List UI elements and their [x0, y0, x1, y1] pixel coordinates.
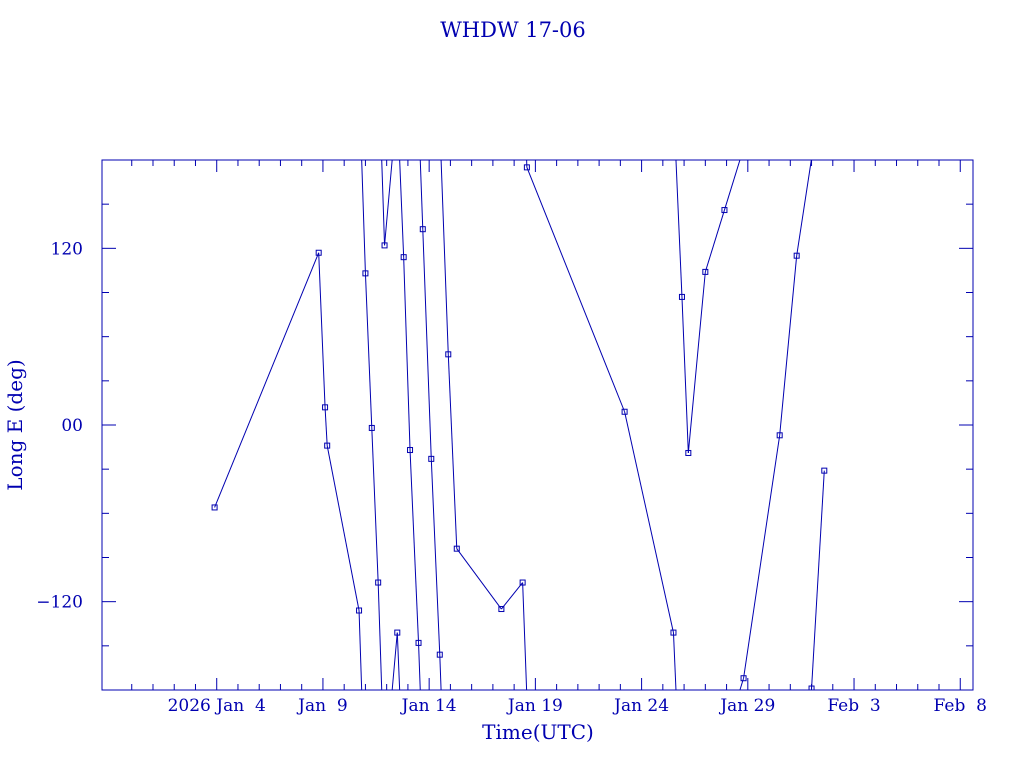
track-segment — [681, 296, 689, 453]
data-point — [419, 226, 426, 233]
data-point — [523, 164, 530, 171]
axis-ticks — [102, 160, 973, 690]
plot-frame — [101, 159, 974, 691]
track-segment — [779, 255, 798, 436]
data-point — [498, 606, 505, 613]
track-segment — [318, 252, 326, 408]
y-tick-label: −120 — [36, 593, 83, 613]
data-point — [315, 249, 322, 256]
track-segment — [364, 273, 373, 428]
track-segment — [447, 354, 458, 549]
track-segment — [526, 167, 626, 412]
track-segment — [739, 678, 745, 690]
data-point — [381, 242, 388, 249]
track-segment — [687, 271, 706, 454]
track-segment — [672, 632, 677, 690]
x-tick-label: Jan 9 — [296, 696, 348, 716]
x-tick-label: Jan 14 — [400, 696, 457, 716]
track-segment — [704, 209, 725, 273]
track-segment — [396, 632, 401, 690]
track-segment — [403, 257, 411, 451]
data-point — [324, 442, 331, 449]
data-point — [678, 293, 685, 300]
track-segment — [326, 445, 360, 611]
x-tick-label: Feb 3 — [827, 696, 880, 716]
data-point — [793, 252, 800, 259]
plot-area — [211, 160, 828, 690]
track-segment — [456, 548, 502, 610]
track-segment — [522, 582, 528, 690]
track-segment — [384, 160, 393, 246]
data-point — [453, 545, 460, 552]
x-tick-label: Jan 19 — [506, 696, 563, 716]
track-segment — [440, 160, 449, 355]
x-tick-label: Jan 24 — [612, 696, 669, 716]
data-point — [407, 447, 414, 454]
data-point — [415, 639, 422, 646]
data-point — [428, 455, 435, 462]
track-segment — [361, 160, 366, 274]
track-segment — [324, 407, 328, 446]
y-tick-label: 00 — [61, 416, 83, 436]
track-segment — [399, 160, 405, 258]
track-segment — [422, 229, 432, 459]
track-segment — [358, 610, 363, 690]
track-segment — [409, 450, 420, 643]
track-segment — [796, 160, 812, 256]
track-segment — [381, 160, 386, 246]
data-point — [740, 675, 747, 682]
x-axis-label: Time(UTC) — [482, 720, 594, 744]
y-axis-label: Long E (deg) — [3, 359, 27, 490]
x-tick-label: 2026 Jan 4 — [168, 696, 266, 716]
track-segment — [675, 160, 683, 297]
track-segment — [214, 252, 320, 508]
data-point — [721, 207, 728, 214]
track-segment — [430, 458, 441, 655]
track-segment — [624, 411, 674, 633]
data-point — [685, 449, 692, 456]
data-point — [400, 254, 407, 261]
data-point — [445, 351, 452, 358]
chart-title: WHDW 17-06 — [440, 18, 586, 42]
data-point — [702, 268, 709, 275]
track-segment — [391, 632, 398, 690]
track-segment — [723, 160, 741, 211]
y-tick-label: 120 — [51, 239, 83, 259]
data-point — [821, 467, 828, 474]
data-point — [776, 432, 783, 439]
track-segment — [811, 470, 825, 689]
data-point — [322, 404, 329, 411]
data-point — [375, 579, 382, 586]
data-point — [362, 270, 369, 277]
data-point — [436, 651, 443, 658]
track-segment — [418, 642, 421, 690]
data-point — [368, 424, 375, 431]
data-point — [394, 629, 401, 636]
track-segment — [500, 582, 524, 610]
track-segment — [439, 654, 442, 690]
data-point — [356, 607, 363, 614]
track-segment — [419, 160, 424, 230]
data-point — [519, 579, 526, 586]
track-segment — [377, 582, 383, 690]
track-segment — [371, 427, 379, 583]
data-point — [670, 629, 677, 636]
tick-labels: 2026 Jan 4 Jan 9 Jan 14 Jan 19 Jan 24 Jan 29 F… — [36, 239, 987, 716]
track-segment — [743, 435, 781, 679]
data-point — [621, 408, 628, 415]
x-tick-label: Feb 8 — [934, 696, 987, 716]
data-point — [211, 504, 218, 511]
x-tick-label: Jan 29 — [718, 696, 775, 716]
